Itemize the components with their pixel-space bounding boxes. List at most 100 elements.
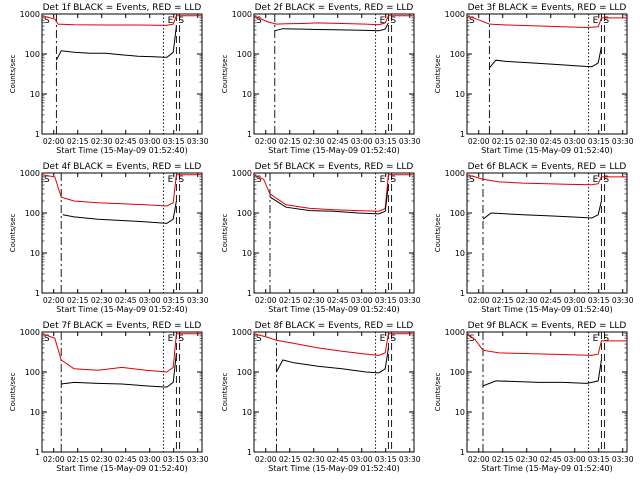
marker-s-label: S: [603, 16, 609, 26]
y-axis-label: Counts/sec: [221, 214, 229, 253]
y-tick-label: 1: [460, 130, 465, 139]
x-tick-label: 02:30: [91, 455, 113, 464]
x-tick-label: 03:30: [187, 296, 209, 305]
x-tick-label: 03:15: [588, 137, 610, 146]
y-tick-label: 1000: [20, 169, 40, 178]
plot-frame: [253, 172, 415, 294]
x-tick-label: 02:45: [115, 455, 137, 464]
x-tick-label: 03:00: [351, 296, 373, 305]
x-tick-label: 02:00: [255, 296, 277, 305]
series-events-line: [55, 25, 177, 61]
y-axis-label: Counts/sec: [9, 214, 17, 253]
marker-e-label: E: [380, 334, 386, 344]
x-tick-label: 02:45: [540, 137, 562, 146]
y-tick-label: 100: [237, 209, 252, 218]
chart-panel-2f: Det 2f BLACK = Events, RED = LLD 1 10 100 10…: [221, 3, 421, 155]
y-tick-label: 10: [30, 90, 40, 99]
chart-panel-3f: Det 3f BLACK = Events, RED = LLD 1 10 100 10…: [434, 3, 634, 155]
y-tick-label: 1: [247, 130, 252, 139]
x-axis-label: Start Time (15-May-09 01:52:40): [56, 146, 187, 155]
y-tick-label: 100: [237, 368, 252, 377]
x-tick-label: 03:30: [187, 137, 209, 146]
marker-s-label: S: [390, 175, 396, 185]
chart-panel-7f: Det 7f BLACK = Events, RED = LLD 1 10 100 10…: [9, 321, 209, 473]
x-tick-label: 02:00: [468, 296, 490, 305]
x-tick-label: 02:30: [303, 455, 325, 464]
series-events-line: [269, 184, 389, 215]
marker-s-label: S: [469, 334, 475, 344]
y-tick-label: 1: [35, 289, 40, 298]
series-events-line: [482, 359, 602, 387]
x-tick-label: 03:30: [612, 455, 634, 464]
x-axis-label: Start Time (15-May-09 01:52:40): [268, 464, 399, 473]
x-tick-label: 02:15: [67, 296, 89, 305]
y-tick-label: 1: [35, 448, 40, 457]
x-axis-label: Start Time (15-May-09 01:52:40): [268, 305, 399, 314]
y-axis-label: Counts/sec: [434, 214, 442, 253]
chart-title: Det 7f BLACK = Events, RED = LLD: [43, 321, 202, 331]
y-tick-label: 100: [237, 50, 252, 59]
y-tick-label: 100: [450, 368, 465, 377]
x-tick-label: 02:30: [516, 296, 538, 305]
x-tick-label: 02:15: [279, 137, 301, 146]
y-axis-label: Counts/sec: [434, 55, 442, 94]
chart-title: Det 6f BLACK = Events, RED = LLD: [468, 162, 627, 172]
x-tick-label: 02:00: [255, 137, 277, 146]
x-tick-label: 02:45: [115, 296, 137, 305]
plot-frame: [466, 172, 628, 294]
x-tick-label: 03:15: [163, 137, 185, 146]
x-tick-label: 03:15: [588, 455, 610, 464]
x-tick-label: 02:30: [91, 296, 113, 305]
x-tick-label: 03:00: [139, 296, 161, 305]
chart-title: Det 4f BLACK = Events, RED = LLD: [43, 162, 202, 172]
y-tick-label: 100: [25, 209, 40, 218]
x-tick-label: 02:15: [67, 455, 89, 464]
y-axis-label: Counts/sec: [9, 55, 17, 94]
y-tick-label: 1000: [20, 328, 40, 337]
y-tick-label: 1: [35, 130, 40, 139]
y-tick-label: 10: [455, 249, 465, 258]
marker-s-label: S: [256, 334, 262, 344]
x-tick-label: 02:15: [279, 296, 301, 305]
x-tick-label: 02:45: [540, 455, 562, 464]
x-tick-label: 02:45: [327, 455, 349, 464]
x-tick-label: 02:00: [468, 137, 490, 146]
y-tick-label: 1: [460, 289, 465, 298]
x-tick-label: 02:00: [468, 455, 490, 464]
marker-e-label: E: [593, 334, 599, 344]
x-tick-label: 03:15: [588, 296, 610, 305]
x-tick-label: 03:15: [375, 296, 397, 305]
plot-frame: [41, 331, 203, 453]
y-axis-label: Counts/sec: [9, 373, 17, 412]
marker-s-label: S: [603, 175, 609, 185]
chart-title: Det 1f BLACK = Events, RED = LLD: [43, 3, 202, 13]
chart-title: Det 2f BLACK = Events, RED = LLD: [255, 3, 414, 13]
y-axis-label: Counts/sec: [221, 373, 229, 412]
x-tick-label: 02:45: [327, 296, 349, 305]
marker-s-label: S: [44, 16, 50, 26]
y-tick-label: 100: [450, 50, 465, 59]
y-tick-label: 100: [450, 209, 465, 218]
plot-frame: [466, 331, 628, 453]
y-tick-label: 10: [242, 408, 252, 417]
y-tick-label: 1000: [232, 10, 252, 19]
series-lld-line: [466, 15, 627, 29]
series-lld-line: [41, 333, 202, 373]
chart-panel-6f: Det 6f BLACK = Events, RED = LLD 1 10 100 10…: [434, 162, 634, 314]
x-tick-label: 02:15: [67, 137, 89, 146]
x-tick-label: 03:00: [564, 455, 586, 464]
marker-s-label: S: [256, 16, 262, 26]
x-axis-label: Start Time (15-May-09 01:52:40): [268, 146, 399, 155]
x-axis-label: Start Time (15-May-09 01:52:40): [56, 464, 187, 473]
x-tick-label: 03:15: [375, 455, 397, 464]
x-tick-label: 03:15: [163, 296, 185, 305]
y-tick-label: 1000: [20, 10, 40, 19]
marker-s-label: S: [390, 16, 396, 26]
series-events-line: [275, 347, 389, 374]
marker-s-label: S: [178, 334, 184, 344]
marker-e-label: E: [168, 334, 174, 344]
series-events-line: [489, 46, 602, 69]
y-tick-label: 100: [25, 368, 40, 377]
chart-title: Det 9f BLACK = Events, RED = LLD: [468, 321, 627, 331]
